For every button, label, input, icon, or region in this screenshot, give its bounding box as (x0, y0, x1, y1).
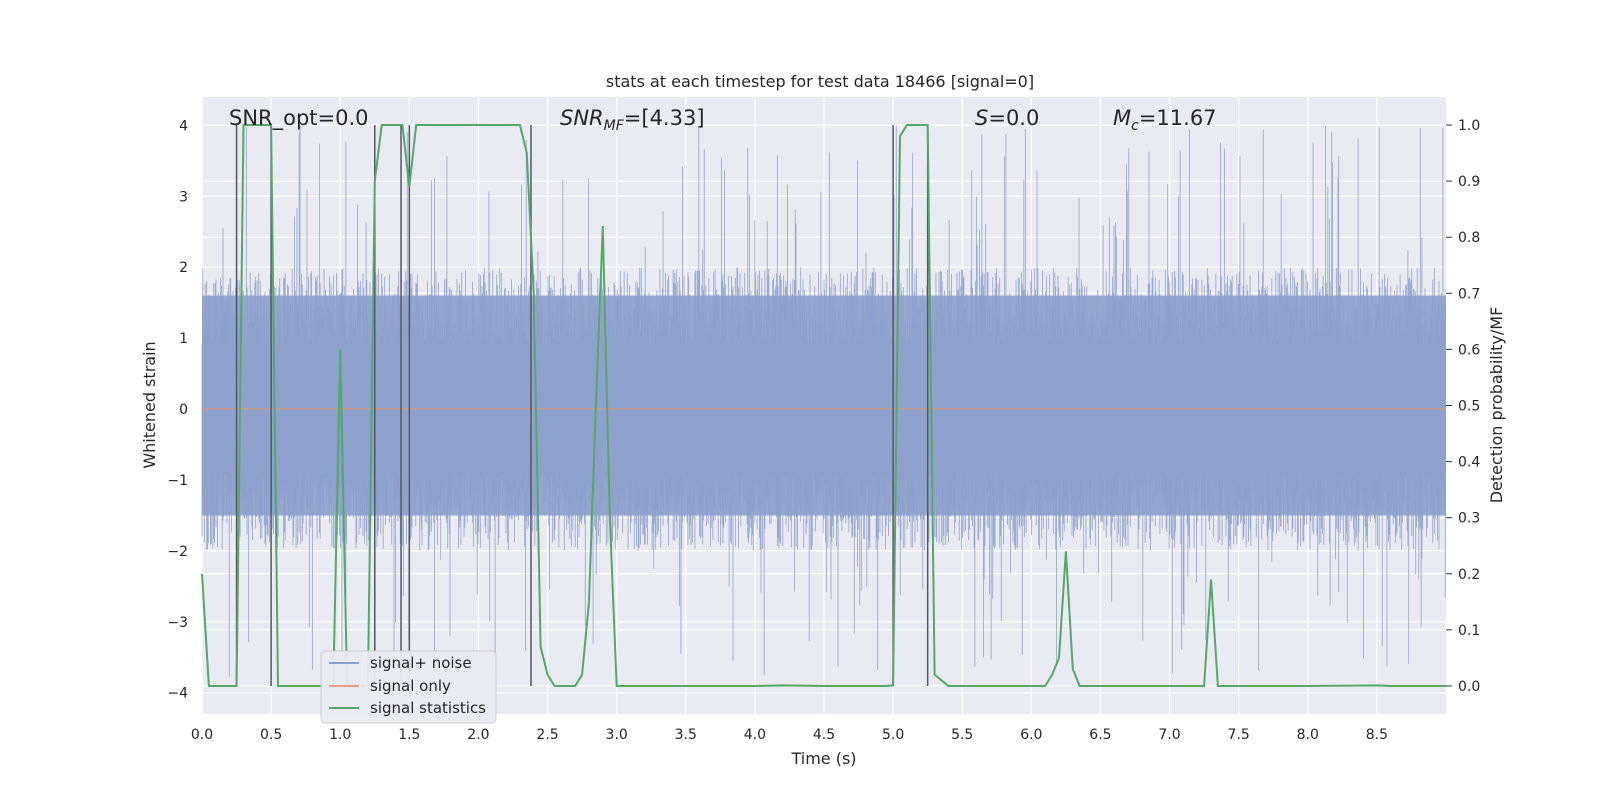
x-tick-label: 4.0 (744, 727, 766, 743)
x-tick-label: 8.5 (1366, 727, 1388, 743)
y-right-tick-label: 0.1 (1458, 623, 1480, 639)
x-tick-label: 4.5 (813, 727, 835, 743)
x-tick-labels: 0.0 0.5 1.0 1.5 2.0 2.5 3.0 3.5 4.0 4.5 5.0 5.5 6.0 6… (191, 727, 1388, 743)
y-left-tick-label: 4 (179, 118, 188, 134)
y-right-tick-label: 0.3 (1458, 511, 1480, 527)
x-tick-label: 3.0 (606, 727, 628, 743)
legend-signal-only: signal only (370, 677, 451, 695)
x-tick-label: 2.5 (536, 727, 558, 743)
signal-statistics-line (201, 124, 1446, 687)
y-right-tick-labels: 0.0 0.1 0.2 0.3 0.4 0.5 0.6 0.7 0.8 0.9 1.0 (1446, 118, 1480, 695)
x-tick-label: 6.0 (1020, 727, 1042, 743)
x-tick-label: 5.5 (951, 727, 973, 743)
y-left-tick-label: 0 (179, 402, 188, 418)
x-tick-label: 0.0 (191, 727, 213, 743)
y-left-tick-label: −4 (167, 686, 188, 702)
x-tick-label: 2.0 (467, 727, 489, 743)
annotation-mc: Mc=11.67 (1113, 106, 1217, 134)
y-left-tick-label: 3 (179, 189, 188, 205)
y-right-tick-label: 0.2 (1458, 567, 1480, 583)
y-left-axis-label: Whitened strain (140, 341, 159, 468)
y-right-tick-label: 0.9 (1458, 174, 1480, 190)
annotation-snr-mf: SNRMF=[4.33] (560, 106, 705, 134)
annotation-s: S=0.0 (975, 106, 1039, 130)
y-right-tick-label: 0.8 (1458, 230, 1480, 246)
y-right-tick-label: 1.0 (1458, 118, 1480, 134)
x-tick-label: 0.5 (260, 727, 282, 743)
vertical-markers (235, 125, 929, 686)
y-left-tick-label: −2 (167, 544, 188, 560)
y-left-tick-label: 2 (179, 260, 188, 276)
legend-signal-statistics: signal statistics (370, 699, 486, 717)
x-tick-label: 7.5 (1228, 727, 1250, 743)
y-left-tick-label: −1 (167, 473, 188, 489)
y-right-tick-label: 0.4 (1458, 455, 1480, 471)
x-tick-label: 8.0 (1297, 727, 1319, 743)
y-right-tick-label: 0.7 (1458, 286, 1480, 302)
x-tick-label: 1.5 (398, 727, 420, 743)
y-left-tick-label: −3 (167, 615, 188, 631)
annotation-snr-opt: SNR_opt=0.0 (229, 106, 369, 131)
x-tick-label: 7.0 (1158, 727, 1180, 743)
y-right-tick-label: 0.0 (1458, 679, 1480, 695)
x-tick-label: 6.5 (1089, 727, 1111, 743)
x-tick-label: 5.0 (882, 727, 904, 743)
y-right-tick-label: 0.5 (1458, 399, 1480, 415)
y-right-tick-label: 0.6 (1458, 342, 1480, 358)
x-tick-label: 3.5 (675, 727, 697, 743)
legend-signal-noise: signal+ noise (370, 654, 472, 672)
chart-title: stats at each timestep for test data 184… (606, 72, 1034, 91)
y-right-axis-label: Detection probability/MF (1487, 307, 1506, 504)
y-left-tick-label: 1 (179, 331, 188, 347)
x-axis-label: Time (s) (790, 749, 856, 768)
x-tick-label: 1.0 (329, 727, 351, 743)
legend: signal+ noise signal only signal statist… (320, 650, 497, 724)
y-left-tick-labels: −4 −3 −2 −1 0 1 2 3 4 (167, 118, 188, 701)
